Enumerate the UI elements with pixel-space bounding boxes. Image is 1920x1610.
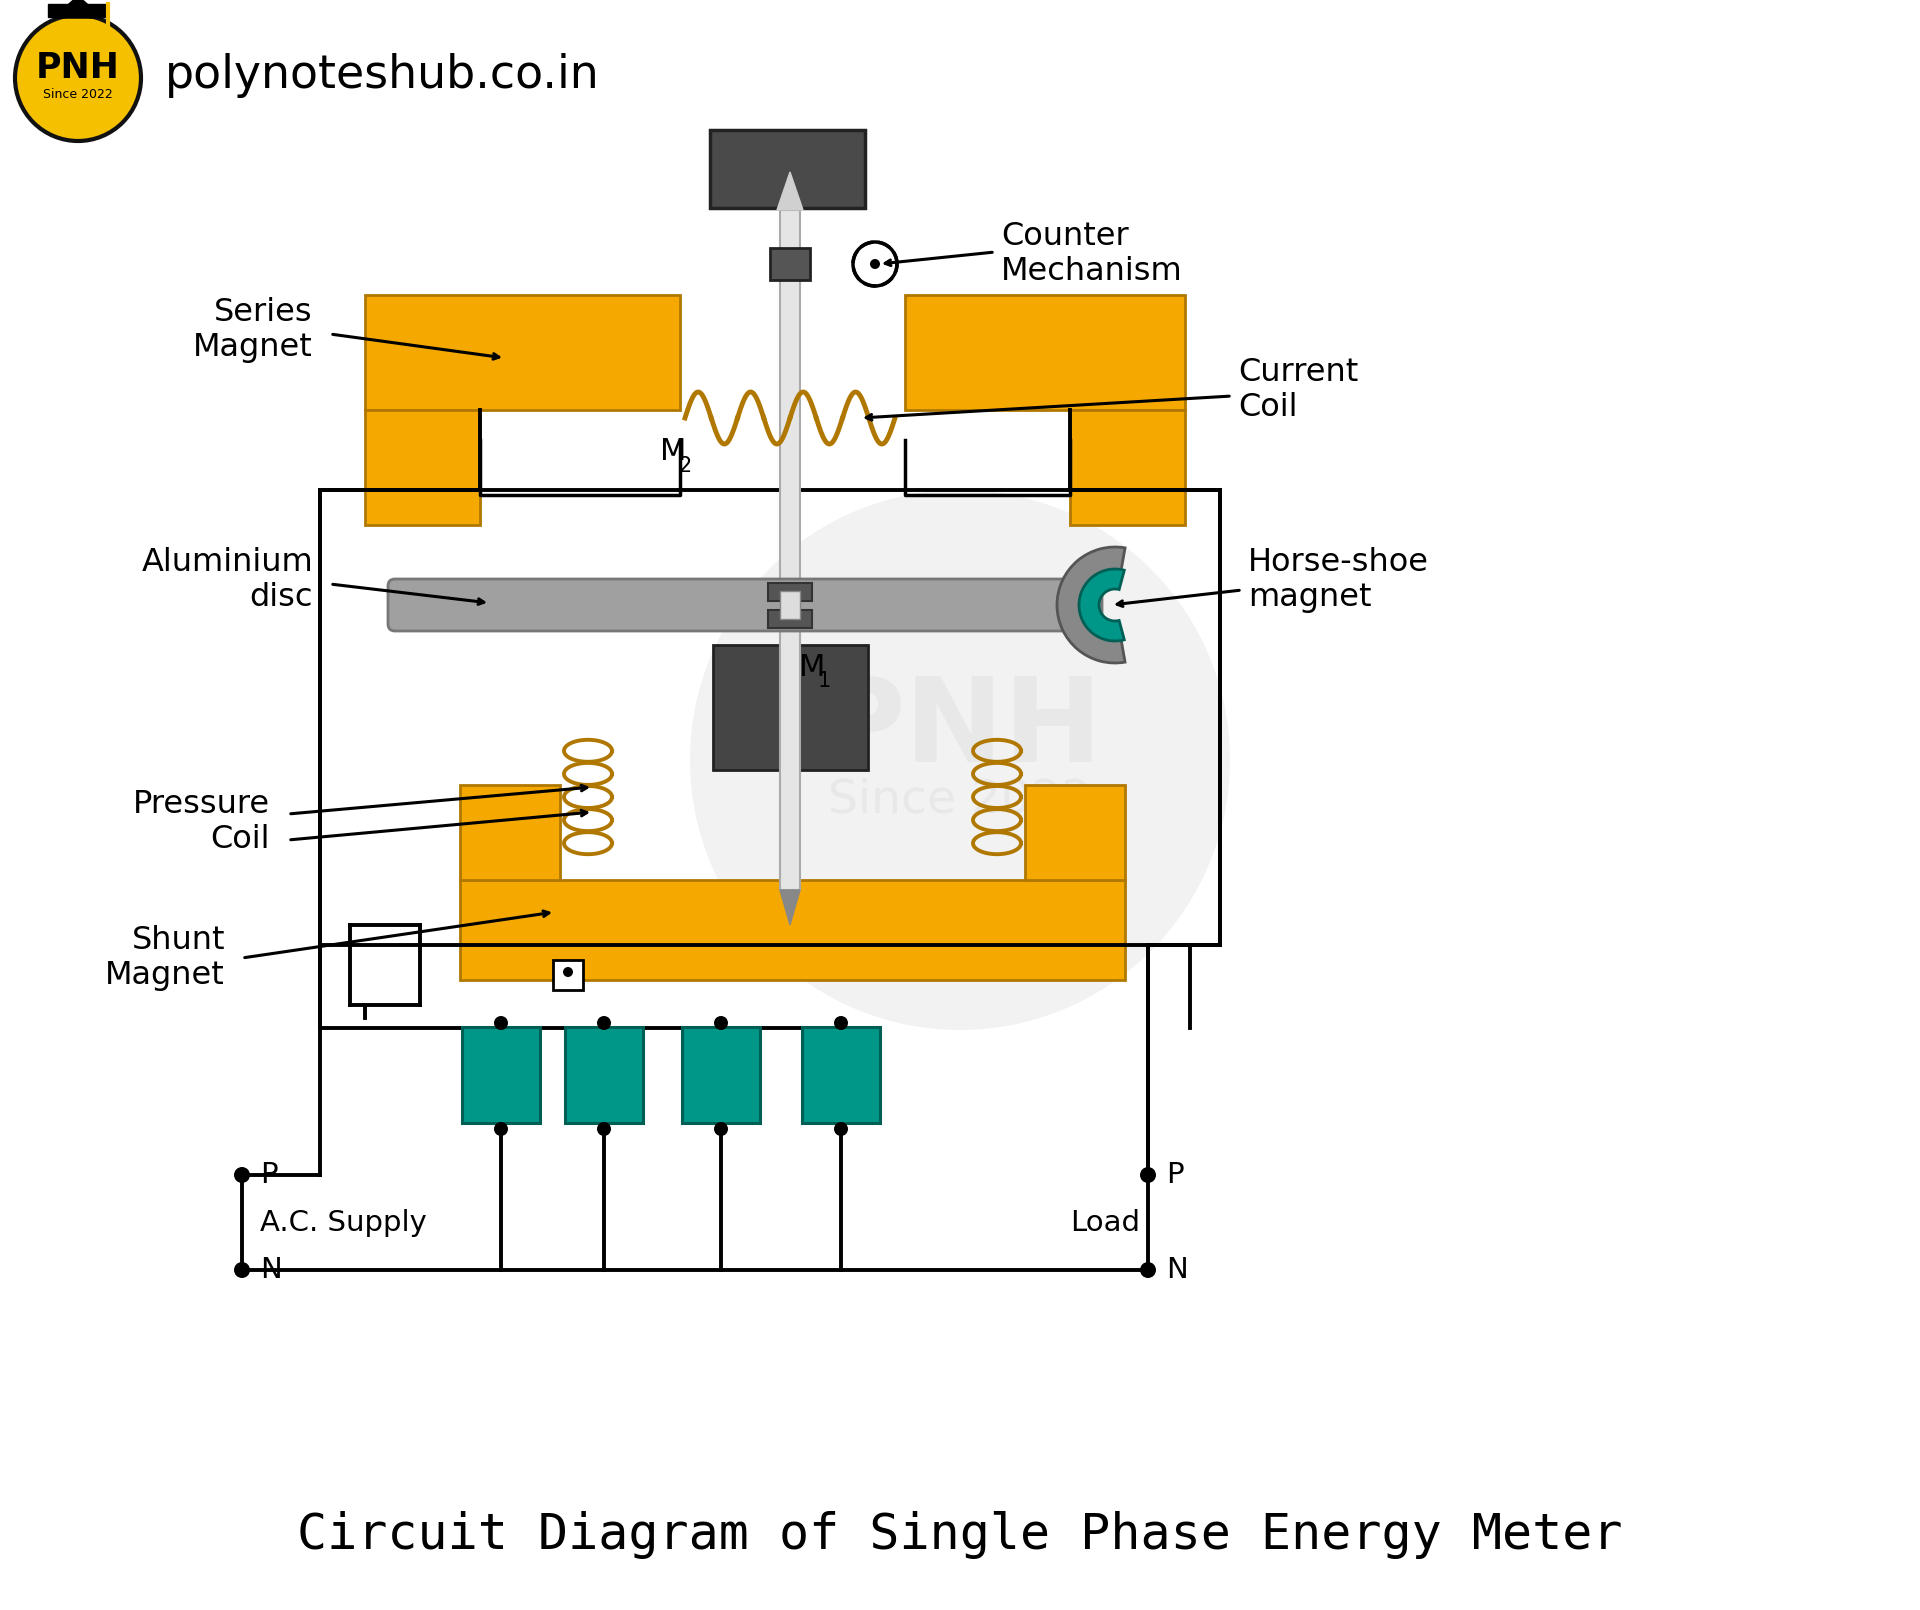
- Text: 1: 1: [818, 671, 831, 691]
- Text: PNH: PNH: [36, 52, 119, 85]
- Circle shape: [1140, 1262, 1156, 1278]
- FancyBboxPatch shape: [461, 881, 1125, 980]
- FancyBboxPatch shape: [564, 1027, 643, 1124]
- FancyBboxPatch shape: [365, 295, 680, 411]
- FancyBboxPatch shape: [710, 130, 866, 208]
- Text: Circuit Diagram of Single Phase Energy Meter: Circuit Diagram of Single Phase Energy M…: [298, 1512, 1622, 1558]
- Text: Current
Coil: Current Coil: [1238, 356, 1357, 423]
- Circle shape: [714, 1016, 728, 1030]
- Text: P: P: [1165, 1161, 1183, 1190]
- Polygon shape: [780, 890, 801, 926]
- Text: PNH: PNH: [818, 673, 1102, 787]
- Circle shape: [870, 259, 879, 269]
- Text: N: N: [259, 1256, 282, 1285]
- Circle shape: [597, 1122, 611, 1137]
- Text: Since 2022: Since 2022: [828, 778, 1092, 823]
- Circle shape: [597, 1016, 611, 1030]
- Text: polynoteshub.co.in: polynoteshub.co.in: [165, 53, 599, 98]
- Text: P: P: [259, 1161, 278, 1190]
- Circle shape: [689, 489, 1231, 1030]
- Text: Pressure
Coil: Pressure Coil: [132, 789, 271, 855]
- FancyBboxPatch shape: [712, 646, 868, 770]
- Text: Aluminium
disc: Aluminium disc: [142, 547, 313, 613]
- Text: N: N: [1165, 1256, 1188, 1285]
- Wedge shape: [1058, 547, 1125, 663]
- Circle shape: [833, 1122, 849, 1137]
- Text: A.C. Supply: A.C. Supply: [259, 1209, 426, 1236]
- FancyBboxPatch shape: [780, 209, 801, 890]
- Circle shape: [1140, 1167, 1156, 1183]
- Circle shape: [493, 1016, 509, 1030]
- Text: Load: Load: [1069, 1209, 1140, 1236]
- FancyBboxPatch shape: [365, 411, 480, 525]
- FancyBboxPatch shape: [768, 583, 812, 601]
- Circle shape: [493, 1122, 509, 1137]
- Circle shape: [234, 1167, 250, 1183]
- Polygon shape: [54, 0, 104, 18]
- Wedge shape: [1079, 568, 1125, 641]
- Circle shape: [563, 968, 572, 977]
- FancyBboxPatch shape: [780, 591, 801, 618]
- FancyBboxPatch shape: [803, 1027, 879, 1124]
- Circle shape: [852, 242, 897, 287]
- FancyBboxPatch shape: [1025, 786, 1125, 881]
- Polygon shape: [778, 172, 803, 209]
- FancyBboxPatch shape: [768, 610, 812, 628]
- Text: Shunt
Magnet: Shunt Magnet: [106, 924, 225, 992]
- FancyBboxPatch shape: [553, 960, 584, 990]
- FancyBboxPatch shape: [463, 1027, 540, 1124]
- FancyBboxPatch shape: [1069, 411, 1185, 525]
- Text: M: M: [799, 654, 826, 683]
- Circle shape: [15, 14, 140, 142]
- FancyBboxPatch shape: [388, 580, 1102, 631]
- Text: Series
Magnet: Series Magnet: [194, 296, 313, 364]
- Text: Counter
Mechanism: Counter Mechanism: [1000, 221, 1183, 288]
- Text: M: M: [660, 438, 685, 467]
- Circle shape: [714, 1122, 728, 1137]
- Text: Horse-shoe
magnet: Horse-shoe magnet: [1248, 547, 1428, 613]
- FancyBboxPatch shape: [682, 1027, 760, 1124]
- Circle shape: [234, 1262, 250, 1278]
- Text: 2: 2: [678, 456, 691, 477]
- FancyBboxPatch shape: [461, 786, 561, 881]
- Text: Since 2022: Since 2022: [42, 87, 113, 100]
- FancyBboxPatch shape: [904, 295, 1185, 411]
- Polygon shape: [48, 3, 108, 18]
- FancyBboxPatch shape: [770, 248, 810, 280]
- Circle shape: [833, 1016, 849, 1030]
